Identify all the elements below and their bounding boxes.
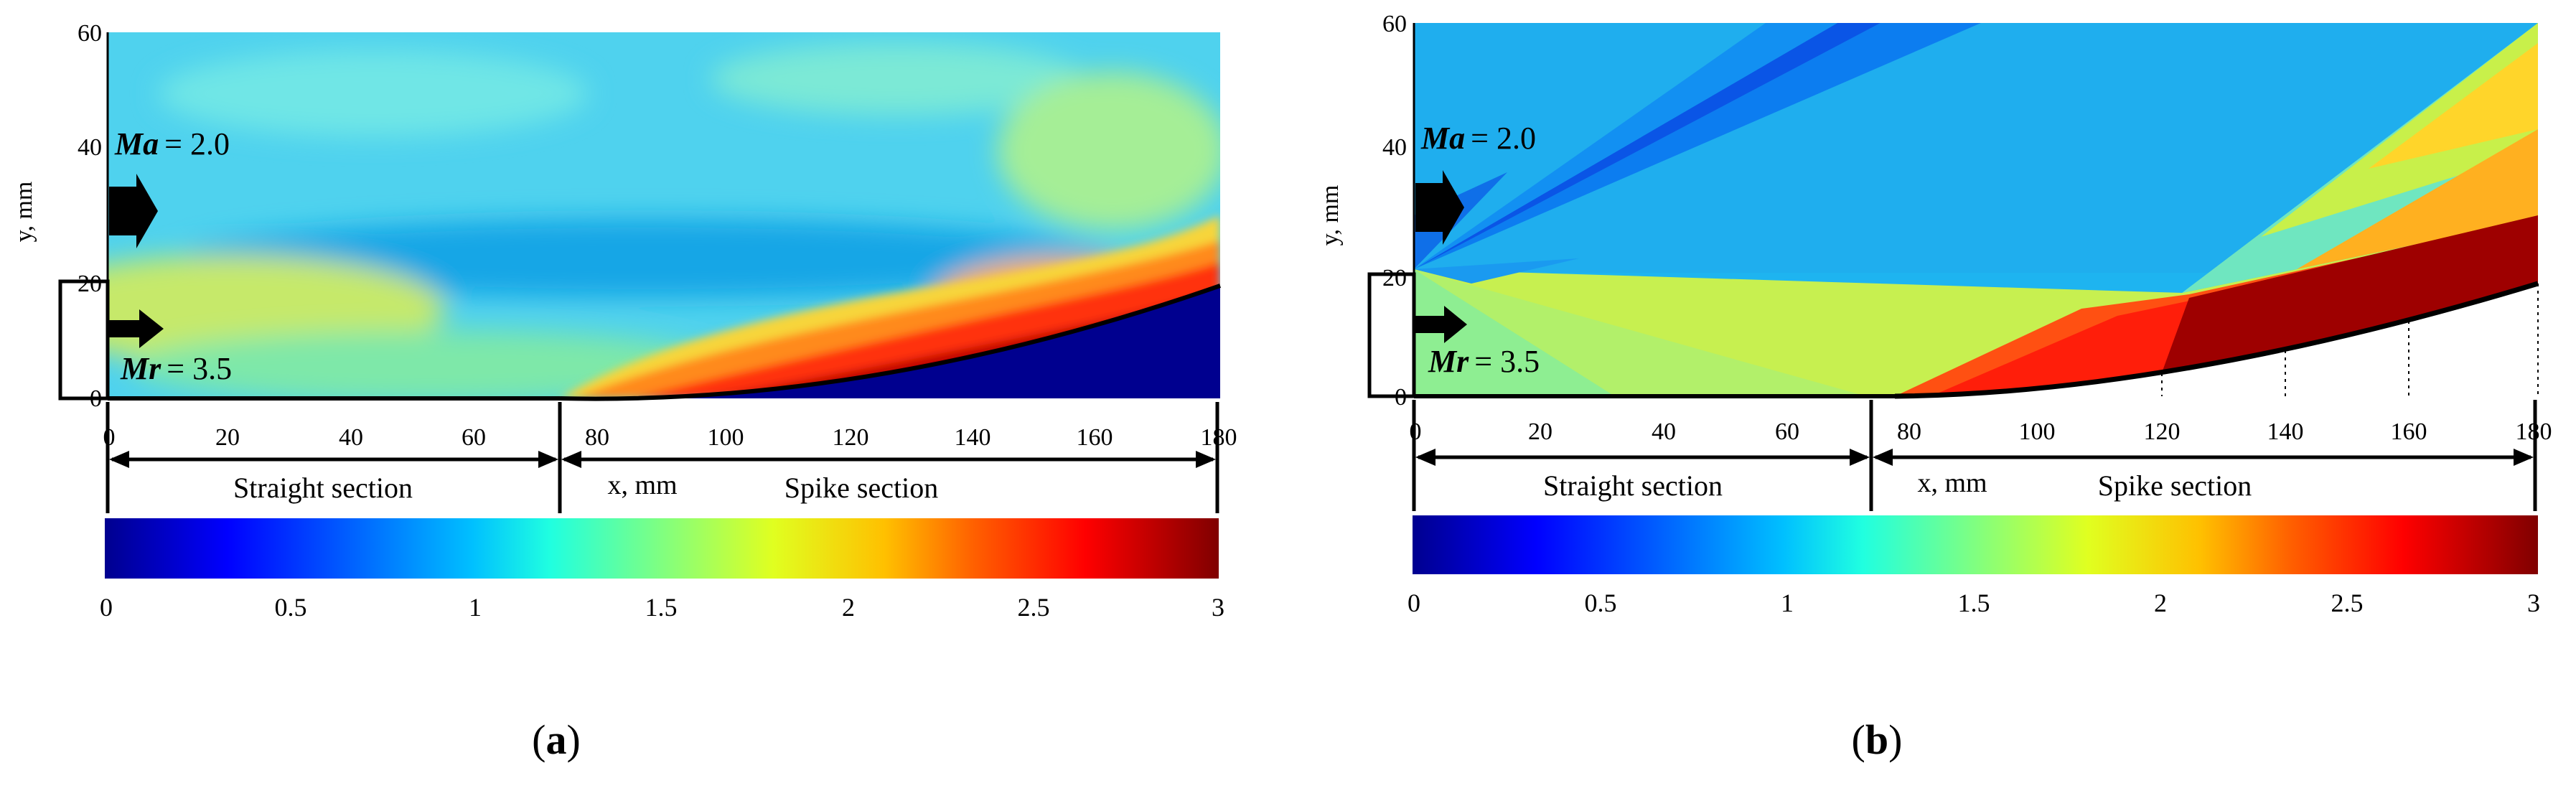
- panel-b-x-label: x, mm: [1917, 468, 1987, 498]
- panel-b-y-tick-60: 60: [1382, 11, 1407, 37]
- panel-a-contour-field: [108, 32, 1220, 398]
- panel-b-colorbar-tick-2: 2: [2154, 589, 2167, 617]
- panel-b-x-tick-60: 60: [1775, 418, 1799, 445]
- panel-b-ma-arrow-icon: [1415, 170, 1464, 245]
- panel-b: 0 20 40 60 y, mm Ma= 2.0 Mr= 3.5 0 20 40…: [1317, 11, 2552, 763]
- panel-b-mr-symbol: Mr: [1428, 344, 1469, 379]
- panel-b-section-dimensions: [1412, 400, 2537, 511]
- panel-b-spike-section-label: Spike section: [2098, 469, 2252, 502]
- panel-a-mr-symbol: Mr: [120, 351, 161, 386]
- panel-b-colorbar-tick-1.5: 1.5: [1958, 589, 1990, 617]
- panel-a-y-label: y, mm: [11, 182, 37, 243]
- panel-b-mr-arrow-icon: [1415, 306, 1467, 343]
- panel-a-colorbar-tick-1: 1: [469, 593, 482, 622]
- panel-a-x-tick-80: 80: [585, 424, 609, 451]
- panel-a-x-tick-140: 140: [955, 424, 991, 451]
- panel-b-ma-value: = 2.0: [1471, 121, 1536, 156]
- panel-b-inlet-box: [1367, 272, 1416, 398]
- panel-a-mr-value: = 3.5: [167, 351, 232, 386]
- panel-b-y-label: y, mm: [1317, 185, 1344, 246]
- panel-b-x-tick-160: 160: [2391, 418, 2427, 445]
- panel-a-ma-arrow-icon: [109, 174, 158, 248]
- panel-b-colorbar-tick-3: 3: [2527, 589, 2540, 617]
- panel-b-x-tick-20: 20: [1528, 418, 1552, 445]
- panel-b-mr-label: Mr = 3.5: [1428, 344, 1540, 379]
- panel-a-colorbar-tick-2.5: 2.5: [1018, 593, 1050, 622]
- panel-a-spike-section-label: Spike section: [784, 472, 938, 504]
- panel-a-mr-label: Mr = 3.5: [120, 351, 232, 386]
- panel-b-contour-field: [1414, 23, 2538, 396]
- panel-b-colorbar-tick-2.5: 2.5: [2331, 589, 2364, 617]
- panel-a-inlet-box: [58, 279, 110, 401]
- panel-b-caption-letter: b: [1865, 716, 1888, 763]
- panel-a-x-tick-40: 40: [339, 424, 363, 451]
- panel-a-section-dimensions: [106, 402, 1219, 513]
- panel-a-x-tick-100: 100: [708, 424, 744, 451]
- panel-a-ma-label: Ma = 2.0: [114, 126, 230, 162]
- panel-b-mr-value: = 3.5: [1474, 344, 1540, 379]
- panel-a-colorbar-tick-0: 0: [100, 593, 113, 622]
- panel-b-colorbar-tick-1: 1: [1781, 589, 1794, 617]
- panel-b-y-tick-40: 40: [1382, 134, 1407, 161]
- panel-b-x-tick-80: 80: [1897, 418, 1921, 445]
- panel-b-x-tick-140: 140: [2267, 418, 2304, 445]
- panel-a: 0 20 40 60 y, mm Ma= 2.0 Mr= 3.5 0 20 40…: [11, 20, 1237, 763]
- panel-b-ma-label: Ma = 2.0: [1420, 121, 1536, 156]
- panel-a-x-tick-20: 20: [215, 424, 240, 451]
- panel-a-caption-letter: a: [546, 716, 567, 763]
- panel-a-y-tick-40: 40: [78, 134, 102, 161]
- panel-a-straight-section-label: Straight section: [233, 472, 413, 504]
- panel-a-y-tick-20: 20: [78, 271, 102, 297]
- panel-a-x-tick-160: 160: [1077, 424, 1113, 451]
- panel-b-x-tick-40: 40: [1652, 418, 1676, 445]
- panel-a-colorbar-tick-0.5: 0.5: [275, 593, 307, 622]
- panel-a-x-label: x, mm: [607, 470, 677, 500]
- panel-b-colorbar: [1413, 515, 2538, 574]
- panel-a-ma-symbol: Ma: [114, 126, 159, 162]
- panel-b-colorbar-tick-0: 0: [1408, 589, 1420, 617]
- panel-b-y-tick-20: 20: [1382, 265, 1407, 291]
- panel-a-colorbar-tick-3: 3: [1212, 593, 1224, 622]
- panel-b-straight-section-label: Straight section: [1543, 469, 1723, 502]
- panel-b-colorbar-tick-0.5: 0.5: [1585, 589, 1617, 617]
- panel-b-ma-symbol: Ma: [1420, 121, 1465, 156]
- panel-b-caption: (b): [1852, 716, 1903, 763]
- panel-a-x-tick-60: 60: [462, 424, 486, 451]
- panel-a-colorbar: [105, 518, 1219, 579]
- panel-a-caption: (a): [532, 716, 581, 763]
- panel-a-mr-arrow-icon: [109, 309, 164, 348]
- panel-a-x-tick-120: 120: [833, 424, 869, 451]
- panel-a-y-tick-60: 60: [78, 20, 102, 47]
- panel-a-colorbar-tick-1.5: 1.5: [645, 593, 678, 622]
- panel-a-ma-value: = 2.0: [164, 126, 230, 162]
- panel-b-x-tick-120: 120: [2144, 418, 2181, 445]
- panel-a-colorbar-tick-2: 2: [842, 593, 855, 622]
- panel-b-x-tick-100: 100: [2019, 418, 2056, 445]
